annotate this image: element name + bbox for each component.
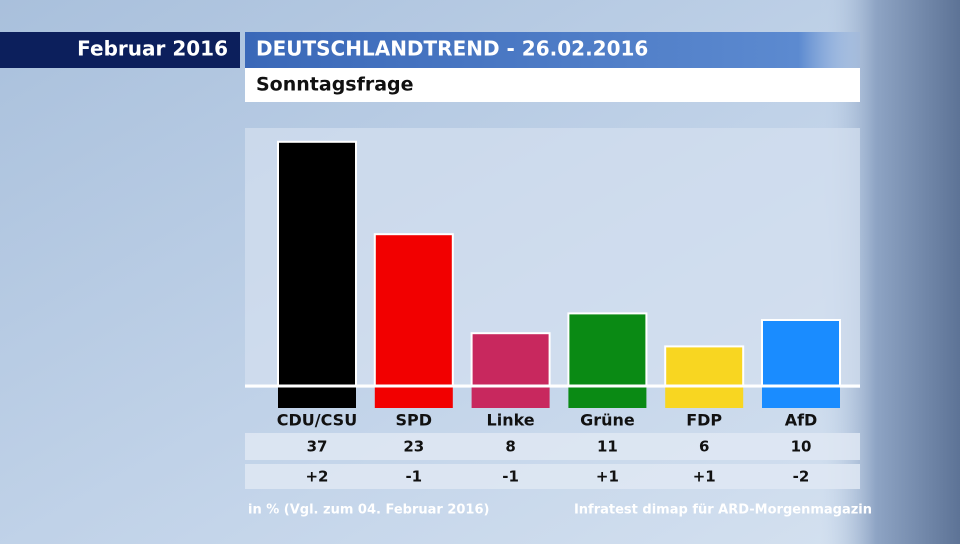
bar — [277, 140, 357, 387]
change-label: -2 — [793, 468, 810, 486]
values-row — [245, 433, 860, 460]
change-label: -1 — [502, 468, 519, 486]
bar — [567, 312, 648, 387]
changes-row — [245, 464, 860, 489]
date-box — [0, 32, 240, 68]
value-label: 23 — [403, 438, 424, 456]
bar — [761, 319, 841, 387]
change-label: +1 — [596, 468, 619, 486]
title-bar — [245, 32, 860, 68]
subtitle-bar — [245, 68, 860, 102]
value-label: 11 — [597, 438, 618, 456]
bar-foot — [568, 386, 647, 408]
category-label: SPD — [396, 411, 433, 430]
bar-foot — [762, 386, 840, 408]
value-label: 10 — [791, 438, 812, 456]
bar-foot — [665, 386, 744, 408]
value-label: 6 — [699, 438, 709, 456]
bar-foot — [374, 386, 453, 408]
bar — [470, 332, 551, 388]
value-label: 37 — [307, 438, 328, 456]
category-label: FDP — [686, 411, 722, 430]
source: Infratest dimap für ARD-Morgenmagazin — [574, 503, 872, 518]
category-label: Grüne — [580, 411, 635, 430]
title: DEUTSCHLANDTREND - 26.02.2016 — [256, 37, 648, 61]
bar-foot — [278, 386, 356, 408]
category-label: CDU/CSU — [277, 411, 357, 430]
change-label: +2 — [305, 468, 328, 486]
bar — [373, 233, 454, 387]
category-label: Linke — [487, 411, 535, 430]
date-label: Februar 2016 — [77, 37, 228, 61]
subtitle: Sonntagsfrage — [256, 74, 414, 96]
change-label: +1 — [693, 468, 716, 486]
value-label: 8 — [505, 438, 515, 456]
bar-foot — [471, 386, 550, 408]
change-label: -1 — [405, 468, 422, 486]
bar — [664, 345, 745, 387]
footnote: in % (Vgl. zum 04. Februar 2016) — [248, 503, 489, 518]
category-label: AfD — [785, 411, 818, 430]
